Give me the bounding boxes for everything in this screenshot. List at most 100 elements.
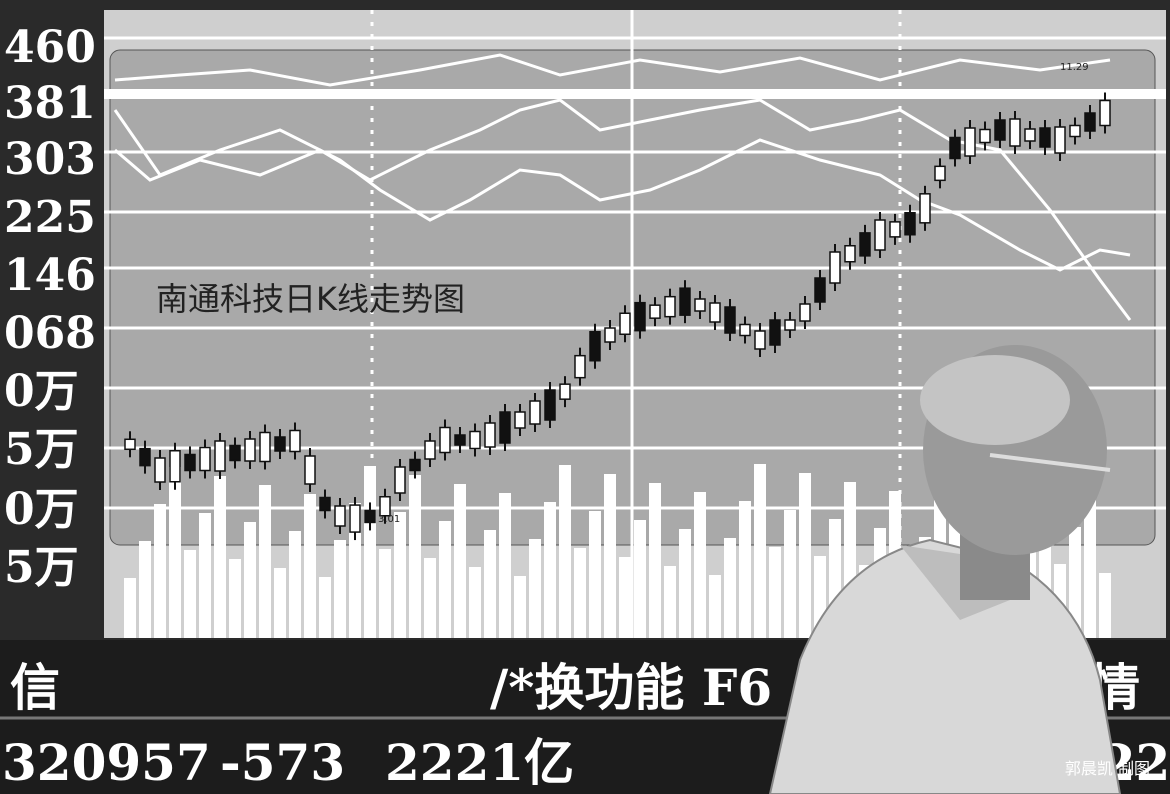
candle-body [679,287,691,316]
candle-body [544,389,556,421]
volume-bar [1099,573,1111,638]
volume-bar [289,531,301,638]
candle-body [154,457,166,483]
axis-label: 225 [4,192,96,243]
candle-body [574,354,586,379]
candle-body [1009,118,1021,147]
volume-bar [364,466,376,638]
axis-label: 303 [4,134,96,185]
candle-body [244,438,256,462]
candle-body [274,436,286,452]
axis-label: 068 [4,308,96,359]
candle-body [304,455,316,485]
volume-bar [649,483,661,638]
volume-bar [754,464,766,638]
chart-title: 南通科技日K线走势图 [156,280,465,318]
volume-bar [139,541,151,638]
volume-bar [709,575,721,638]
volume-bar [499,493,511,638]
volume-bar [424,558,436,638]
axis-label: 5万 [4,542,79,593]
candle-body [754,330,766,350]
candle-body [319,496,331,512]
candle-body [829,251,841,284]
candle-body [1054,126,1066,154]
candle-body [184,453,196,472]
candle-body [904,212,916,236]
candle-body [604,327,616,343]
candle-label: 3.01 [378,514,400,525]
volume-bar [349,503,361,638]
candle-body [1099,99,1111,127]
person [768,345,1122,794]
candle-body [289,429,301,453]
volume-bar [574,548,586,638]
candle-body [724,306,736,334]
candle-body [454,434,466,446]
volume-bar [664,566,676,638]
volume-bar [439,521,451,638]
grid [104,10,1166,638]
candle-body [139,447,151,467]
candle-body [919,193,931,224]
candle-body [439,426,451,454]
ticker-text: /*换功能 F6 [490,658,772,717]
volume-bar [154,504,166,638]
candle-body [559,383,571,400]
candle-body [379,496,391,517]
axis-label: 0万 [4,484,79,535]
axis-label: 5万 [4,424,79,475]
candle-body [589,331,601,362]
candle-body [859,232,871,257]
axis-label: 0万 [4,366,79,417]
candle-label: 11.29 [1060,62,1089,73]
credit: 郭晨凯 制图 [1065,759,1150,778]
axis-label: 146 [4,250,96,301]
candle-body [1039,127,1051,148]
candle-body [514,411,526,429]
volume-bar [394,512,406,638]
candle-body [994,119,1006,141]
volume-bar [604,474,616,638]
volume-bar [784,510,796,638]
volume-bar [634,520,646,638]
candle-body [769,319,781,346]
volume-bar [184,550,196,638]
candle-body [529,400,541,425]
candle-body [214,440,226,472]
volume-bar [799,473,811,638]
candle-body [979,128,991,144]
candle-body [934,165,946,182]
candle-body [499,411,511,444]
candle-body [409,458,421,472]
volume-bar [739,501,751,638]
candle-body [469,430,481,450]
candle-body [364,509,376,524]
candle-body [1069,124,1081,138]
candle-body [964,127,976,157]
turnover: 2221亿 [385,733,574,792]
candle-body [124,438,136,451]
candle-body [169,450,181,483]
volume-bar [244,522,256,638]
volume-bar [469,567,481,638]
candle-body [634,301,646,332]
volume-bar [1084,490,1096,638]
volume-bar [769,547,781,638]
volume-bar [199,513,211,638]
candle-body [949,136,961,160]
volume-bar [589,511,601,638]
volume-bar [229,559,241,638]
candle-body [664,295,676,318]
volume-bar [334,540,346,638]
candle-body [814,277,826,303]
volume-bar [274,568,286,638]
volume-bar [484,530,496,638]
candle-body [424,440,436,460]
volume-bar [1069,527,1081,638]
volume-bar [619,557,631,638]
candle-body [844,245,856,263]
candle-body [484,422,496,448]
candle-body [619,312,631,335]
